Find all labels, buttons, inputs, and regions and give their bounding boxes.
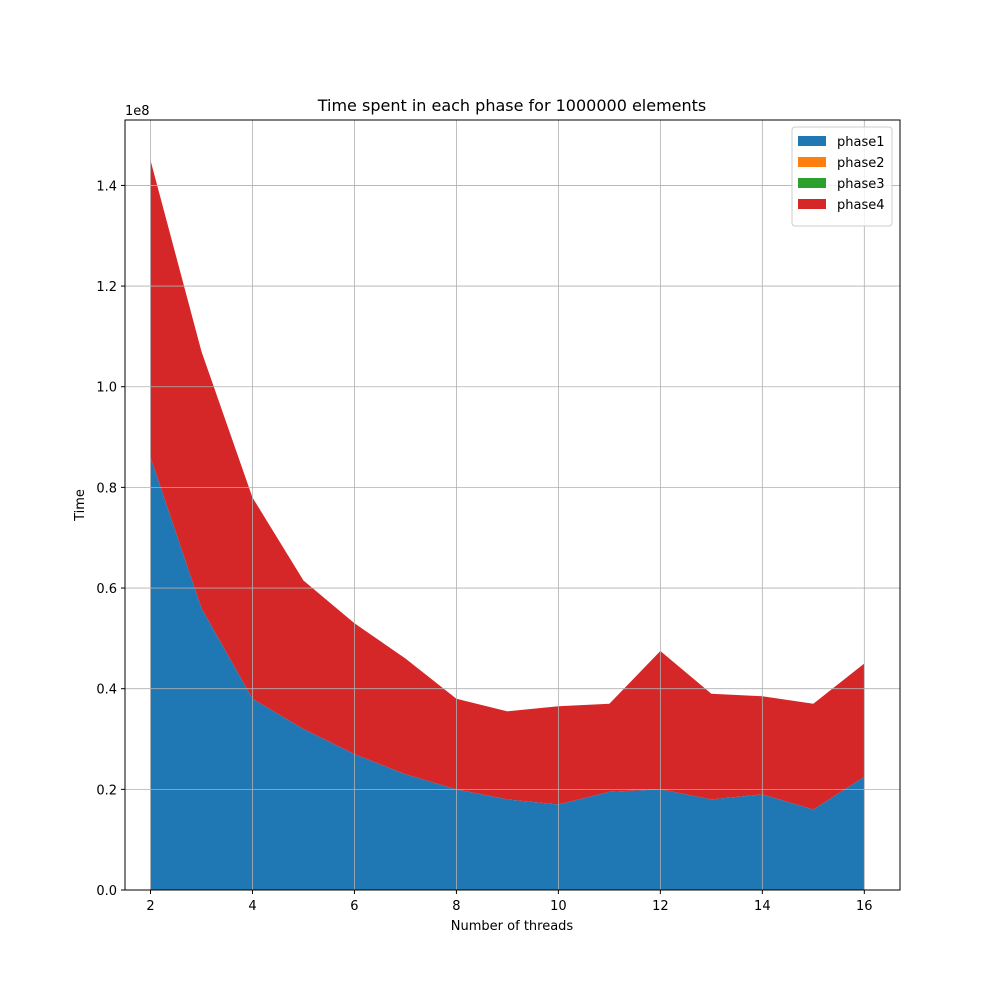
legend: phase1 phase2 phase3 phase4 <box>791 126 893 227</box>
y-tick-label: 1.0 <box>96 381 117 396</box>
x-tick-label: 16 <box>856 899 873 914</box>
y-tick-label: 0.0 <box>96 884 117 899</box>
x-tick-label: 6 <box>350 899 358 914</box>
x-tick-label: 2 <box>146 899 154 914</box>
y-offset-label: 1e8 <box>125 104 150 119</box>
legend-swatch-phase4 <box>798 199 826 209</box>
y-tick-label: 0.6 <box>96 582 117 597</box>
y-tick-label: 1.4 <box>96 179 117 194</box>
y-tick-label: 0.2 <box>96 783 117 798</box>
x-tick-label: 4 <box>248 899 256 914</box>
legend-swatch-phase1 <box>798 136 826 146</box>
legend-label-phase2: phase2 <box>837 156 885 171</box>
x-tick-label: 8 <box>452 899 460 914</box>
legend-label-phase1: phase1 <box>837 135 885 150</box>
y-tick-label: 0.8 <box>96 481 117 496</box>
y-tick-label: 0.4 <box>96 683 117 698</box>
legend-swatch-phase2 <box>798 157 826 167</box>
area-phase1 <box>150 457 865 890</box>
x-tick-label: 10 <box>550 899 567 914</box>
y-axis-label: Time <box>73 489 88 522</box>
legend-label-phase3: phase3 <box>837 177 885 192</box>
legend-label-phase4: phase4 <box>837 198 885 213</box>
x-axis-label: Number of threads <box>451 919 574 934</box>
area-layer <box>150 160 865 890</box>
y-tick-label: 1.2 <box>96 280 117 295</box>
x-tick-label: 14 <box>754 899 771 914</box>
area-phase4 <box>150 160 865 810</box>
x-axis: 2 4 6 8 10 12 14 16 <box>146 890 873 914</box>
legend-swatch-phase3 <box>798 178 826 188</box>
chart-title: Time spent in each phase for 1000000 ele… <box>317 96 707 115</box>
x-tick-label: 12 <box>652 899 669 914</box>
y-axis: 0.0 0.2 0.4 0.6 0.8 1.0 1.2 1.4 <box>96 179 125 899</box>
plot-frame <box>124 119 901 891</box>
